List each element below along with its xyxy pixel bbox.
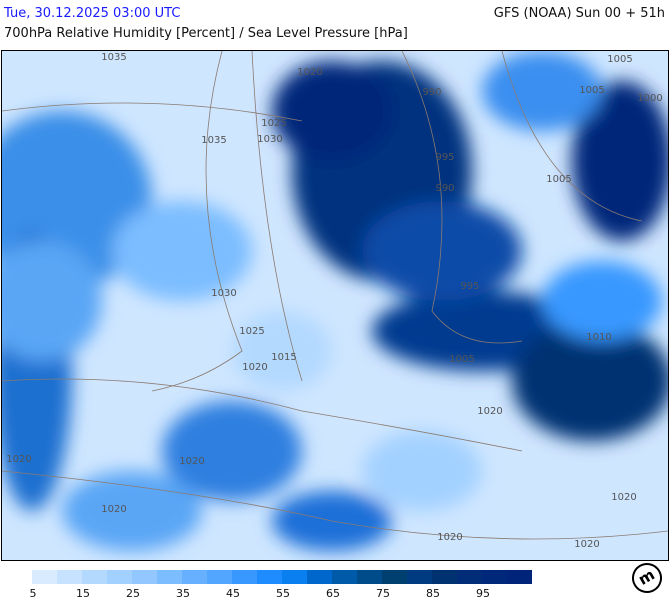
valid-time: Tue, 30.12.2025 03:00 UTC [4, 6, 181, 21]
isobar-label: 1020 [297, 67, 322, 78]
isobar-label: 1010 [586, 332, 611, 343]
isobar-label: 1000 [637, 93, 662, 104]
humidity-field: 1035 1020 1025 1030 1035 990 995 990 1005 995 1030… [2, 51, 668, 551]
isobar-label: 1020 [179, 456, 204, 467]
isobar [501, 51, 643, 222]
legend-swatch [307, 570, 332, 584]
legend-tick: 95 [476, 587, 490, 600]
legend-swatch [82, 570, 107, 584]
humidity-area [162, 401, 302, 501]
isobar [151, 51, 243, 392]
legend-swatch [232, 570, 257, 584]
isobar-label: 1020 [437, 532, 462, 543]
isobar-label: 1005 [546, 174, 571, 185]
isobar-label: 1020 [242, 362, 267, 373]
legend-swatch [357, 570, 382, 584]
humidity-area [2, 241, 102, 361]
legend-tick: 5 [29, 587, 37, 600]
legend-tick: 25 [126, 587, 140, 600]
legend-tick: 85 [426, 587, 440, 600]
isobar-label: 1020 [477, 406, 502, 417]
isobar-label: 1020 [611, 492, 636, 503]
legend-tick: 75 [376, 587, 390, 600]
isobar-label: 1020 [574, 539, 599, 550]
isobar [401, 51, 523, 344]
isobar-label: 1025 [239, 326, 264, 337]
legend-swatch [407, 570, 432, 584]
humidity-area [272, 61, 392, 161]
legend-swatch [482, 570, 507, 584]
parameter-title: 700hPa Relative Humidity [Percent] / Sea… [4, 26, 408, 41]
humidity-area [112, 201, 252, 301]
isobar-label: 1005 [607, 54, 632, 65]
isobar-label: 1035 [201, 135, 226, 146]
legend-swatch [207, 570, 232, 584]
weather-map[interactable]: 1035 1020 1025 1030 1035 990 995 990 1005 995 1030… [1, 50, 669, 561]
legend-swatch [182, 570, 207, 584]
humidity-area [362, 201, 522, 301]
humidity-area [482, 51, 602, 131]
isobar-label: 1020 [6, 454, 31, 465]
legend-swatch [282, 570, 307, 584]
isobar-label: 990 [435, 183, 454, 194]
isobar-label: 995 [435, 152, 454, 163]
legend-swatch [382, 570, 407, 584]
humidity-area [232, 311, 332, 391]
color-legend [32, 570, 532, 584]
isobar-label: 1035 [101, 52, 126, 63]
humidity-area [62, 471, 202, 551]
legend-swatch [57, 570, 82, 584]
humidity-area [572, 81, 668, 241]
isobar-label: 1025 [261, 118, 286, 129]
humidity-area [542, 261, 662, 341]
legend-swatch [132, 570, 157, 584]
legend-swatch [157, 570, 182, 584]
isobar [2, 102, 303, 122]
isobar [2, 470, 668, 540]
legend-swatch [257, 570, 282, 584]
legend-swatch [432, 570, 457, 584]
isobar [251, 51, 303, 382]
isobar-label: 995 [460, 281, 479, 292]
isobar-label: 1020 [101, 504, 126, 515]
humidity-area [512, 321, 668, 441]
isobar-label: 1005 [449, 354, 474, 365]
isobar-label: 1015 [271, 352, 296, 363]
legend-tick: 15 [76, 587, 90, 600]
legend-tick: 35 [176, 587, 190, 600]
legend-swatch [507, 570, 532, 584]
legend-swatch [332, 570, 357, 584]
humidity-area [362, 431, 482, 511]
legend-swatch [107, 570, 132, 584]
legend-swatch [32, 570, 57, 584]
legend-tick: 55 [276, 587, 290, 600]
legend-swatch [457, 570, 482, 584]
isobar-label: 1030 [257, 134, 282, 145]
isobar-label: 990 [422, 87, 441, 98]
model-run: GFS (NOAA) Sun 00 + 51h [493, 6, 665, 21]
legend-tick: 45 [226, 587, 240, 600]
isobar [2, 378, 523, 452]
legend-tick: 65 [326, 587, 340, 600]
isobar-label: 1005 [579, 85, 604, 96]
isobar-label: 1030 [211, 288, 236, 299]
meteologix-logo: m [626, 557, 668, 599]
